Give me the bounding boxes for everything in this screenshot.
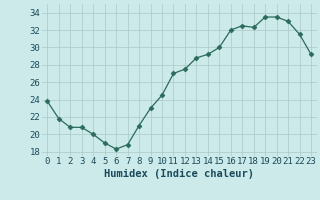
X-axis label: Humidex (Indice chaleur): Humidex (Indice chaleur) bbox=[104, 169, 254, 179]
